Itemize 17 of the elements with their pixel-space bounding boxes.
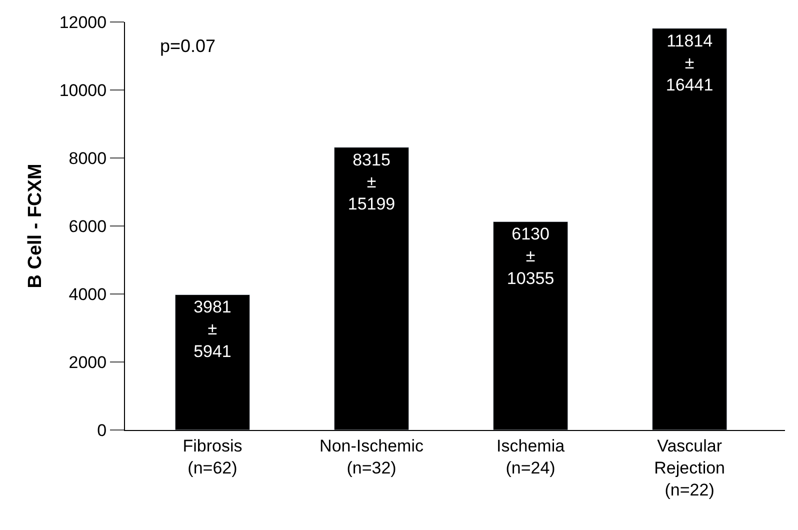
x-tick-label: Ischemia (n=24): [496, 436, 566, 478]
x-tick-label: Fibrosis (n=62): [182, 436, 242, 478]
annotation: p=0.07: [160, 36, 216, 56]
data-label: 3981 ± 5941: [194, 298, 232, 361]
y-tick-label: 8000: [68, 148, 107, 168]
y-tick-label: 2000: [68, 352, 107, 372]
x-tick-label: Vascular Rejection (n=22): [654, 436, 726, 500]
x-tick-label: Non-Ischemic (n=32): [320, 436, 424, 478]
y-axis-title: B Cell - FCXM: [25, 164, 46, 288]
y-tick-label: 12000: [59, 12, 107, 32]
data-label: 11814 ± 16441: [666, 31, 714, 95]
data-label: 6130 ± 10355: [506, 224, 554, 288]
y-tick-label: 10000: [59, 80, 107, 100]
y-tick-label: 0: [97, 420, 107, 440]
data-label: 8315 ± 15199: [348, 150, 396, 214]
y-tick-label: 4000: [68, 284, 107, 304]
y-tick-label: 6000: [68, 216, 107, 236]
